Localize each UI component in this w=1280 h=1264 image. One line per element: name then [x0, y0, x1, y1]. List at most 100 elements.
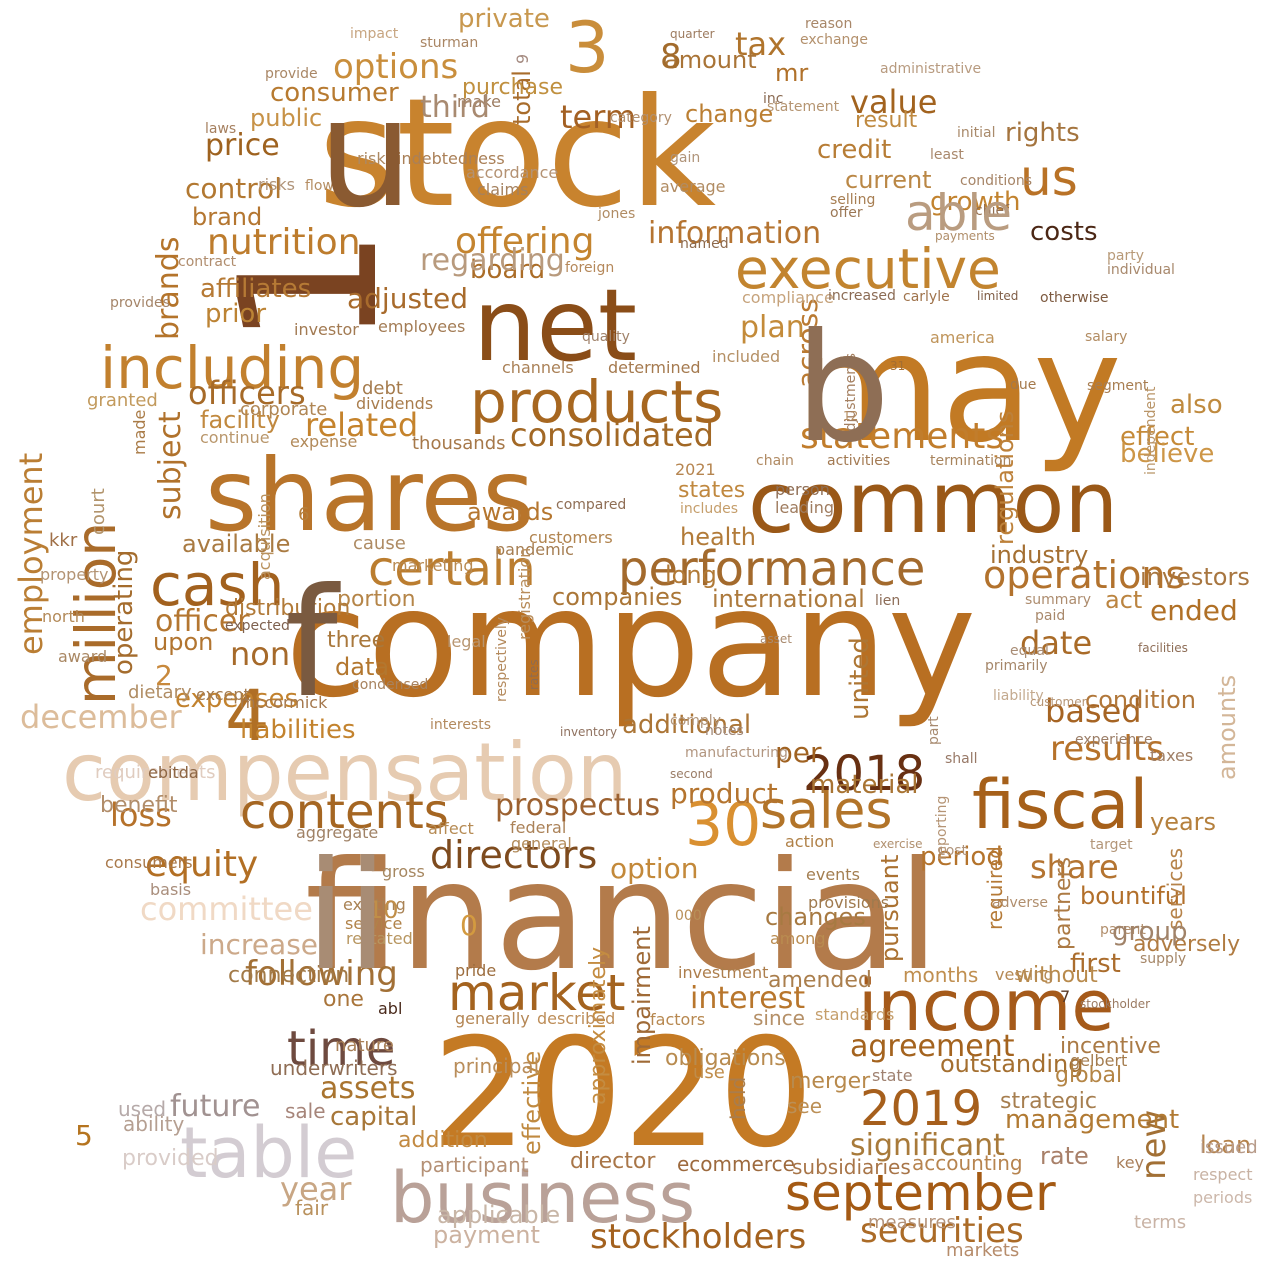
- word-income: income: [858, 965, 1114, 1047]
- word-fiscal: fiscal: [972, 766, 1148, 845]
- word-state: state: [872, 1066, 913, 1085]
- word-ecommerce: ecommerce: [677, 1152, 795, 1176]
- word-initial: initial: [957, 125, 996, 141]
- word-registration: registration: [515, 548, 534, 640]
- word-us: us: [1020, 149, 1078, 207]
- word-officer: officer: [155, 604, 250, 639]
- word-result: result: [855, 108, 918, 133]
- word-able: able: [905, 184, 1012, 242]
- word-credit: credit: [817, 135, 891, 165]
- word-impact: impact: [350, 26, 399, 42]
- word-consumers: consumers: [105, 853, 193, 872]
- word-parent: parent: [1100, 922, 1146, 938]
- word-offer: offer: [830, 205, 863, 221]
- word-measures: measures: [868, 1212, 956, 1233]
- word-basis: basis: [150, 880, 191, 899]
- word-directors: directors: [430, 833, 597, 877]
- word-sturman: sturman: [420, 35, 478, 51]
- word-2020: 2020: [432, 1007, 814, 1181]
- word-addition: addition: [398, 1128, 488, 1153]
- word-paid: paid: [1035, 608, 1065, 624]
- word-effect: effect: [1120, 422, 1194, 452]
- word-company: company: [285, 557, 976, 731]
- word-agreement: agreement: [850, 1029, 1015, 1064]
- word-cash: cash: [150, 551, 284, 619]
- word-provisions: provisions: [808, 893, 889, 912]
- word-without: without: [1015, 963, 1098, 988]
- word-inc: inc: [763, 91, 783, 107]
- word-laws: laws: [205, 121, 236, 137]
- word-act: act: [1105, 586, 1142, 614]
- word-events: events: [806, 865, 860, 884]
- word-million: million: [64, 522, 128, 705]
- word-1: 1: [199, 227, 420, 348]
- word-date: date: [1020, 624, 1092, 662]
- word-costs: costs: [1030, 217, 1098, 247]
- word-due: due: [1010, 377, 1036, 393]
- word-termination: termination: [930, 453, 1011, 469]
- word-first: first: [1070, 949, 1121, 979]
- word-third: third: [420, 90, 490, 125]
- word-second: second: [670, 767, 713, 781]
- word-30: 30: [685, 790, 761, 860]
- word-time: time: [287, 1021, 395, 1077]
- word-equity: equity: [145, 844, 258, 885]
- word-contents: contents: [240, 784, 449, 840]
- word-affiliates: affiliates: [200, 274, 311, 304]
- word-ended: ended: [1150, 594, 1238, 627]
- word-december: december: [20, 698, 182, 736]
- word-named: named: [680, 236, 729, 252]
- word-9: 9: [513, 54, 532, 64]
- word-liability: liability: [993, 688, 1044, 704]
- word-condensed: condensed: [352, 677, 428, 693]
- word-31: 31: [890, 359, 905, 373]
- word-control: control: [185, 172, 282, 205]
- word-adverse: adverse: [992, 895, 1048, 911]
- word-results: results: [1050, 729, 1164, 769]
- word-6: 6: [298, 504, 309, 525]
- word-operations: operations: [983, 553, 1185, 597]
- word-used: used: [118, 1097, 166, 1121]
- word-required: required: [983, 846, 1007, 930]
- word-material: material: [810, 770, 919, 800]
- word-brand: brand: [192, 203, 262, 231]
- word-distribution: distribution: [225, 596, 350, 621]
- word-consolidated: consolidated: [510, 416, 714, 454]
- word-summary: summary: [1025, 592, 1091, 608]
- word-operating: operating: [109, 550, 139, 675]
- word-amount: amount: [664, 46, 757, 74]
- word-private: private: [458, 4, 550, 34]
- word-thousands: thousands: [412, 433, 506, 454]
- word-court: court: [88, 488, 109, 535]
- word-primarily: primarily: [985, 658, 1048, 674]
- word-global: global: [1055, 1063, 1122, 1088]
- word-experience: experience: [1075, 732, 1153, 748]
- word-pride: pride: [455, 961, 496, 980]
- word-except: except: [196, 685, 250, 704]
- word-use: use: [693, 1062, 725, 1083]
- word-international: international: [712, 585, 865, 613]
- word-vesting: vesting: [995, 965, 1054, 984]
- word-includes: includes: [680, 501, 738, 517]
- word-ebitda: ebitda: [148, 763, 199, 782]
- word-current: current: [845, 166, 932, 194]
- word-12: 12: [843, 409, 858, 423]
- word-capital: capital: [330, 1102, 417, 1132]
- word-5: 5: [75, 1119, 93, 1152]
- word-offering: offering: [455, 221, 594, 262]
- word-executive: executive: [735, 237, 1001, 301]
- word-years: years: [1150, 808, 1216, 836]
- word-contract: contract: [178, 254, 237, 270]
- word-health: health: [680, 523, 756, 551]
- word-terms: terms: [1134, 1212, 1186, 1233]
- word-prospectus: prospectus: [495, 788, 660, 823]
- word-individual: individual: [1107, 262, 1175, 278]
- word-underwriters: underwriters: [270, 1056, 398, 1080]
- word-b: b: [795, 302, 890, 476]
- word-loan: loan: [1200, 1131, 1251, 1159]
- word-services: services: [1163, 848, 1187, 930]
- word-exchange: exchange: [800, 32, 868, 48]
- word-compensation: compensation: [62, 726, 628, 819]
- word-made: made: [130, 410, 149, 455]
